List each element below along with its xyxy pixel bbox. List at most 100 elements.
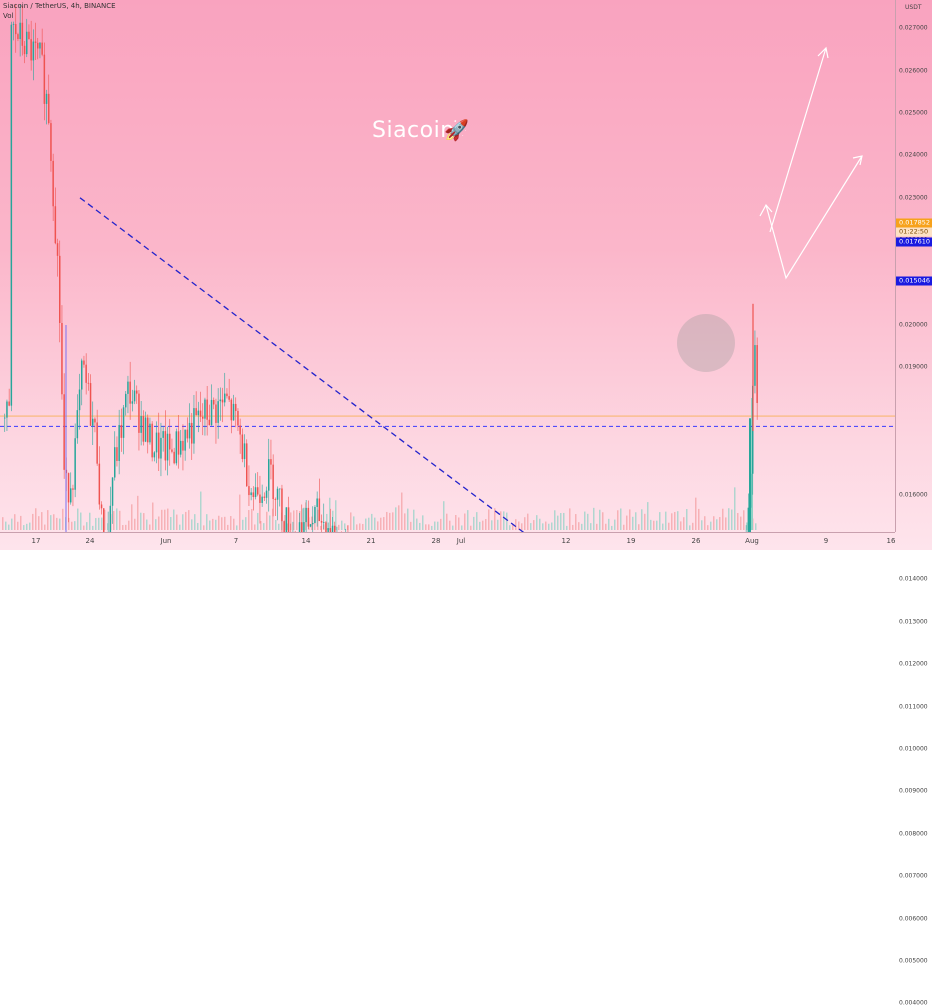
candle-body: [39, 42, 41, 49]
candle-body: [61, 323, 63, 395]
candle-body: [12, 24, 15, 25]
volume-bar: [95, 518, 97, 530]
candle-body: [250, 492, 252, 496]
volume-bar: [431, 525, 433, 530]
candle-body: [208, 419, 211, 426]
volume-bar: [227, 524, 229, 530]
candle-body: [50, 123, 52, 161]
volume-bar: [512, 523, 514, 530]
volume-bar: [416, 518, 418, 530]
volume-bar: [2, 517, 4, 530]
candle-body: [34, 41, 37, 43]
volume-bar: [542, 523, 544, 530]
volume-bar: [635, 512, 637, 530]
volume-bar: [521, 523, 523, 530]
volume-bar: [572, 524, 574, 530]
volume-bar: [209, 520, 211, 530]
volume-bar: [491, 520, 493, 530]
volume-bar: [20, 515, 22, 530]
candle-body: [67, 473, 70, 503]
candle-body: [151, 423, 153, 458]
volume-bar: [101, 517, 103, 530]
volume-bar: [392, 512, 394, 530]
volume-bar: [122, 525, 124, 530]
volume-bar: [413, 509, 415, 530]
volume-bar: [38, 516, 40, 530]
volume-bar: [161, 509, 163, 530]
rocket-icon: 🚀: [444, 118, 469, 142]
volume-bar: [116, 508, 118, 530]
candle-body: [274, 499, 277, 500]
volume-bar: [755, 523, 757, 530]
candle-body: [230, 399, 233, 421]
volume-bar: [152, 502, 154, 530]
volume-bar: [44, 524, 46, 530]
candle-body: [166, 433, 169, 461]
volume-bar: [683, 517, 685, 530]
candle-body: [177, 431, 180, 455]
time-tick-label: 12: [561, 537, 571, 545]
candle-body: [272, 464, 274, 500]
volume-bar: [287, 523, 289, 530]
volume-bar: [326, 513, 328, 530]
candle-body: [17, 34, 19, 40]
price-tick-label: 0.006000: [899, 915, 928, 923]
volume-bar: [41, 512, 43, 530]
candle-body: [171, 449, 173, 452]
time-axis[interactable]: 17 24 Jun 7 14 21 28 Jul 12 19 26 Aug 9 16: [0, 532, 895, 551]
volume-legend[interactable]: Vol: [3, 12, 14, 20]
volume-bar: [386, 511, 388, 530]
candle-body: [254, 487, 257, 498]
volume-bar: [23, 525, 25, 530]
volume-bar: [722, 508, 724, 530]
volume-bar: [605, 523, 607, 530]
volume-bar: [623, 524, 625, 530]
price-scale[interactable]: 0.027000 0.026000 0.025000 0.024000 0.023000…: [895, 0, 932, 1007]
volume-bar: [167, 508, 169, 530]
volume-bar: [425, 524, 427, 530]
volume-bar: [560, 513, 562, 530]
candle-body: [191, 422, 193, 444]
volume-bar: [395, 507, 397, 530]
volume-bar: [329, 497, 331, 530]
volume-bar: [344, 523, 346, 530]
volume-bar: [737, 512, 739, 530]
candle-body: [197, 410, 200, 416]
volume-bar: [692, 522, 694, 530]
volume-bar: [587, 513, 589, 530]
candle-body: [21, 22, 24, 46]
volume-bar: [176, 514, 178, 530]
candle-body: [188, 422, 191, 439]
candle-body: [127, 381, 129, 394]
volume-bar: [218, 515, 220, 530]
candle-body: [173, 451, 175, 464]
volume-bar: [89, 512, 91, 530]
volume-bar: [647, 502, 649, 530]
volume-bar: [473, 516, 475, 530]
volume-bar: [275, 519, 277, 530]
volume-bar: [650, 519, 652, 530]
volume-bar: [263, 523, 265, 530]
volume-bar: [476, 512, 478, 530]
candle-body: [52, 160, 54, 207]
candle-body: [175, 431, 178, 464]
volume-bar: [458, 517, 460, 530]
volume-bar: [125, 524, 127, 530]
volume-bar: [566, 525, 568, 530]
candle-body: [257, 487, 259, 495]
volume-bar: [134, 518, 136, 530]
volume-bar: [341, 520, 343, 530]
volume-bar: [740, 516, 742, 530]
volume-bar: [56, 517, 58, 530]
volume-bar: [5, 521, 7, 530]
volume-bar: [662, 523, 664, 530]
volume-bar: [569, 508, 571, 530]
volume-bar: [164, 509, 166, 530]
price-chart-plot[interactable]: [0, 0, 895, 532]
symbol-title[interactable]: Siacoin / TetherUS, 4h, BINANCE: [3, 2, 116, 10]
volume-bar: [131, 504, 133, 530]
volume-bar: [146, 519, 148, 530]
candle-body: [226, 393, 228, 397]
candle-body: [259, 494, 261, 503]
volume-bar: [506, 512, 508, 530]
